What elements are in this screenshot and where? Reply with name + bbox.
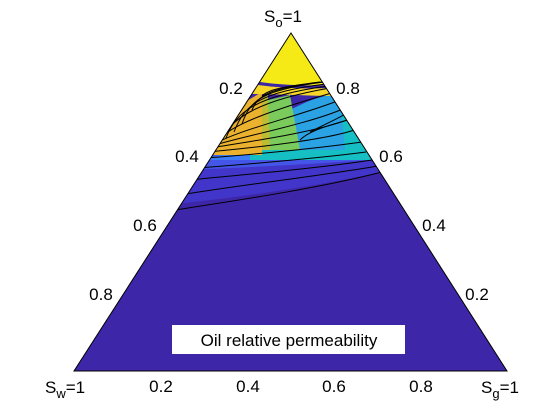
contour-fill-group bbox=[74, 33, 507, 371]
left-tick-label: 0.2 bbox=[219, 79, 243, 98]
right-tick-label: 0.2 bbox=[465, 285, 489, 304]
right-tick-label: 0.4 bbox=[422, 216, 446, 235]
chart-title-box: Oil relative permeability bbox=[172, 325, 405, 354]
left-tick-label: 0.8 bbox=[89, 285, 113, 304]
contour-line bbox=[203, 141, 363, 159]
triangle-border bbox=[73, 32, 508, 372]
contour-line bbox=[207, 127, 361, 153]
contour-line bbox=[189, 159, 373, 181]
vertex-label-left: Sw=1 bbox=[45, 378, 85, 401]
bottom-tick-label: 0.4 bbox=[236, 377, 260, 396]
right-tick-label: 0.6 bbox=[379, 147, 403, 166]
chart-title: Oil relative permeability bbox=[201, 331, 378, 350]
right-tick-label: 0.8 bbox=[336, 79, 360, 98]
bottom-tick-label: 0.2 bbox=[149, 377, 173, 396]
contour-line bbox=[174, 171, 383, 211]
contour-line bbox=[225, 85, 329, 139]
contour-line bbox=[261, 81, 321, 97]
band-top bbox=[260, 33, 330, 86]
vertex-label-top: So=1 bbox=[264, 7, 302, 30]
bottom-tick-label: 0.6 bbox=[322, 377, 346, 396]
vertex-label-right: Sg=1 bbox=[481, 378, 519, 401]
left-tick-label: 0.6 bbox=[133, 216, 157, 235]
contour-line bbox=[197, 151, 367, 169]
contour-line bbox=[179, 165, 379, 196]
left-tick-label: 0.4 bbox=[175, 147, 199, 166]
bottom-tick-label: 0.8 bbox=[409, 377, 433, 396]
contour-line bbox=[233, 83, 327, 133]
title-background bbox=[172, 325, 405, 354]
base-region bbox=[74, 33, 507, 371]
band-10 bbox=[252, 85, 335, 96]
contour-line bbox=[211, 107, 346, 147]
